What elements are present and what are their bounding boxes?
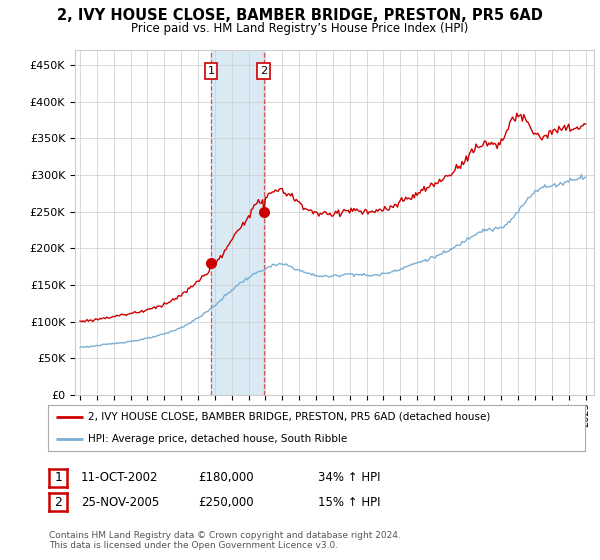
Text: 34% ↑ HPI: 34% ↑ HPI [318,471,380,484]
Text: 2, IVY HOUSE CLOSE, BAMBER BRIDGE, PRESTON, PR5 6AD: 2, IVY HOUSE CLOSE, BAMBER BRIDGE, PREST… [57,8,543,24]
Bar [211,50,264,395]
Text: 2: 2 [260,66,267,76]
Text: 1: 1 [54,471,62,484]
Text: £250,000: £250,000 [198,496,254,509]
Text: 1: 1 [208,66,215,76]
Text: 2: 2 [54,496,62,509]
Text: HPI: Average price, detached house, South Ribble: HPI: Average price, detached house, Sout… [88,434,347,444]
Text: 15% ↑ HPI: 15% ↑ HPI [318,496,380,509]
Text: Price paid vs. HM Land Registry’s House Price Index (HPI): Price paid vs. HM Land Registry’s House … [131,22,469,35]
Text: Contains HM Land Registry data © Crown copyright and database right 2024.
This d: Contains HM Land Registry data © Crown c… [49,531,401,550]
Text: 2, IVY HOUSE CLOSE, BAMBER BRIDGE, PRESTON, PR5 6AD (detached house): 2, IVY HOUSE CLOSE, BAMBER BRIDGE, PREST… [88,412,491,422]
Text: £180,000: £180,000 [198,471,254,484]
Text: 25-NOV-2005: 25-NOV-2005 [81,496,159,509]
Text: 11-OCT-2002: 11-OCT-2002 [81,471,158,484]
